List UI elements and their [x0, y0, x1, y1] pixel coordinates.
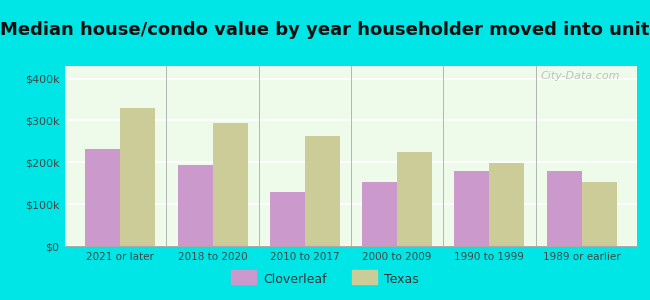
Bar [270, 192, 305, 246]
Bar [454, 171, 489, 246]
Text: Median house/condo value by year householder moved into unit: Median house/condo value by year househo… [0, 21, 650, 39]
Bar [177, 165, 213, 246]
Bar [397, 152, 432, 246]
Bar [213, 122, 248, 246]
Legend: Cloverleaf, Texas: Cloverleaf, Texas [226, 268, 424, 291]
Bar [582, 182, 617, 246]
Bar [489, 163, 525, 246]
Bar [120, 108, 155, 246]
Bar [305, 136, 340, 246]
Bar [85, 149, 120, 246]
Text: City-Data.com: City-Data.com [540, 71, 620, 81]
Bar [547, 171, 582, 246]
Bar [362, 182, 397, 246]
